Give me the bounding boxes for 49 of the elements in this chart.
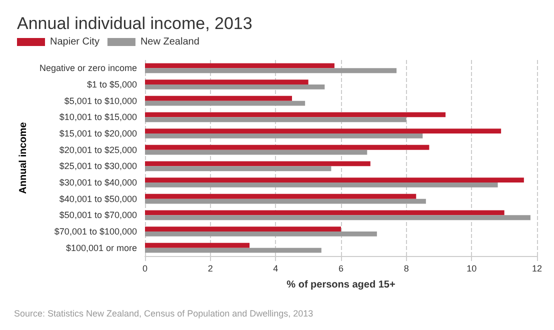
x-tick-label: 12 xyxy=(532,264,542,274)
bar xyxy=(145,242,250,248)
bar xyxy=(145,117,406,122)
bar xyxy=(145,210,504,216)
bar xyxy=(145,248,322,253)
legend-label: Napier City xyxy=(50,36,100,48)
bar xyxy=(145,144,430,150)
bar xyxy=(145,80,308,84)
bar xyxy=(145,150,368,155)
bar xyxy=(145,198,426,204)
bar xyxy=(145,215,530,220)
y-tick-label: $30,001 to $40,000 xyxy=(59,178,137,188)
legend-label: New Zealand xyxy=(140,36,200,48)
y-tick-label: $1 to $5,000 xyxy=(86,80,137,90)
y-tick-label: $10,001 to $15,000 xyxy=(59,112,137,122)
bar xyxy=(145,178,524,182)
y-tick-label: $100,001 or more xyxy=(66,242,137,253)
x-tick-label: 4 xyxy=(273,264,278,274)
bar xyxy=(145,182,498,188)
bar xyxy=(145,112,446,118)
y-tick-label: $40,001 to $50,000 xyxy=(59,194,137,204)
y-axis-title: Annual income xyxy=(18,122,30,194)
y-tick-label: $25,001 to $30,000 xyxy=(59,161,137,172)
x-tick-label: 2 xyxy=(208,264,213,274)
bar xyxy=(145,84,325,90)
x-tick-label: 0 xyxy=(142,264,148,274)
x-tick-label: 8 xyxy=(404,264,409,274)
bar xyxy=(145,96,292,101)
x-axis-title: % of persons aged 15+ xyxy=(286,280,396,290)
bar xyxy=(145,232,377,236)
x-tick-label: 6 xyxy=(338,264,344,274)
y-tick-label: Negative or zero income xyxy=(39,63,137,74)
bar xyxy=(145,68,397,74)
bar xyxy=(145,128,502,134)
bar xyxy=(145,63,334,68)
bar xyxy=(145,100,306,106)
y-tick-label: $15,001 to $20,000 xyxy=(59,128,137,138)
bar xyxy=(145,166,332,172)
bar xyxy=(145,194,416,199)
y-tick-label: $50,001 to $70,000 xyxy=(59,210,137,220)
y-tick-label: $5,001 to $10,000 xyxy=(64,96,137,106)
y-tick-label: $70,001 to $100,000 xyxy=(54,226,137,236)
bar xyxy=(145,226,341,232)
chart-title: Annual individual income, 2013 xyxy=(17,14,252,33)
source-note: Source: Statistics New Zealand, Census of Population and Dwellings, 2013 xyxy=(14,308,314,318)
y-tick-label: $20,001 to $25,000 xyxy=(59,144,137,155)
bar xyxy=(145,161,370,166)
bar xyxy=(145,134,423,138)
x-tick-label: 10 xyxy=(466,264,477,274)
